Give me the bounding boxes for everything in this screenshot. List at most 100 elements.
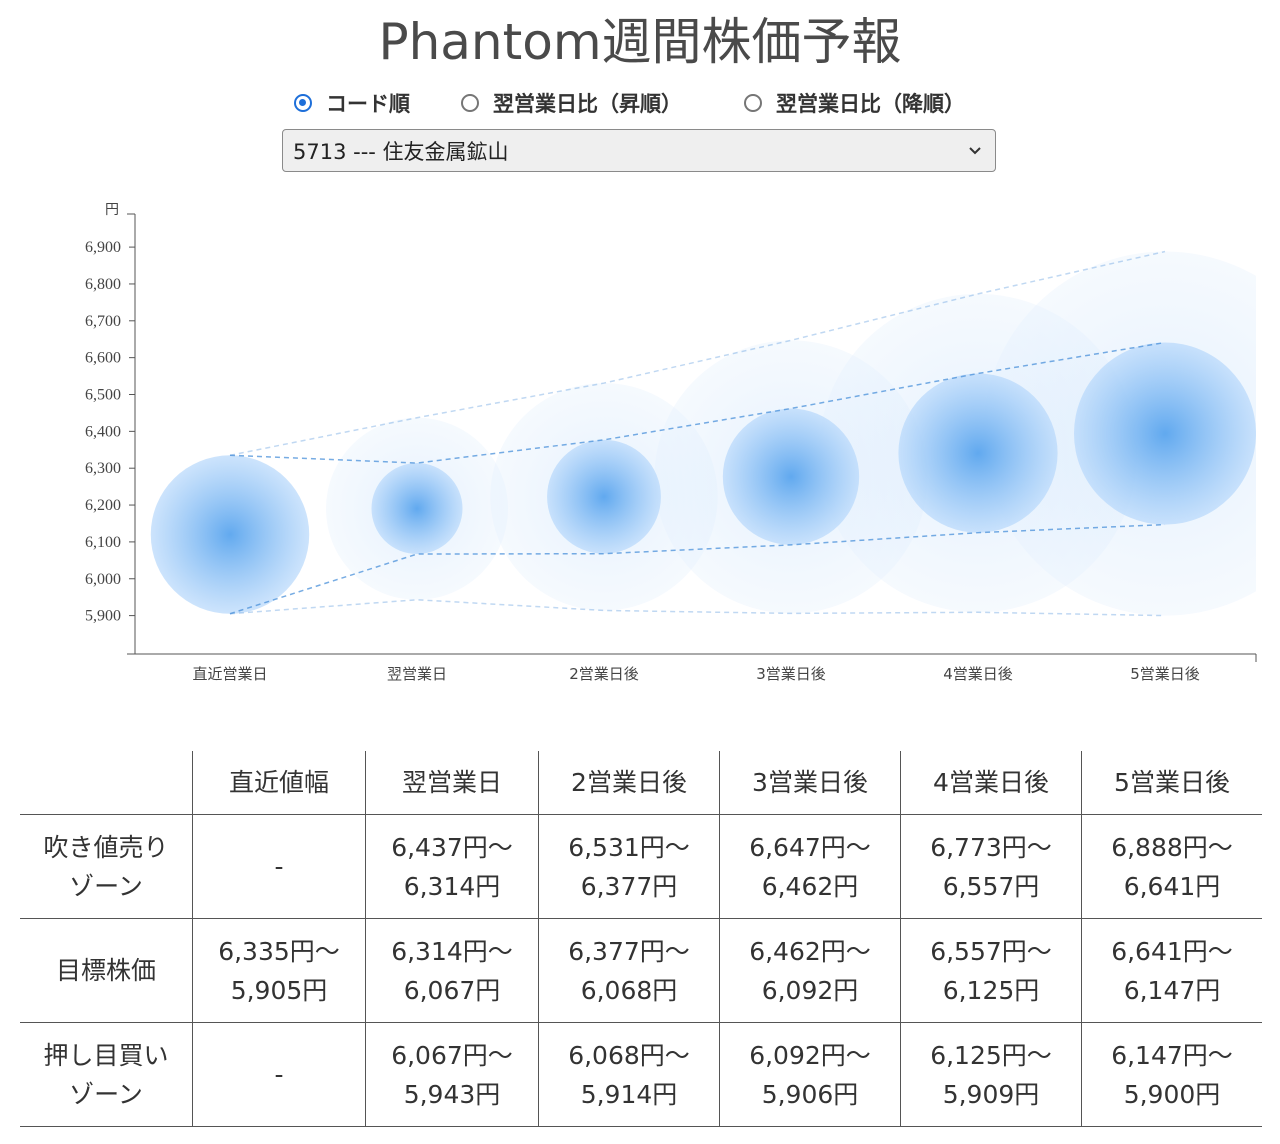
- table-cell: -: [192, 814, 366, 919]
- table-header-cell: 3営業日後: [719, 751, 901, 815]
- cell-value: 5,900円: [1123, 1079, 1221, 1109]
- table-cell: 6,647円～ 6,462円: [719, 814, 901, 919]
- y-tick-label: 6,500: [85, 387, 121, 404]
- cell-value: 5,943円: [403, 1079, 501, 1109]
- cell-value: 6,888円～: [1111, 832, 1233, 862]
- table-cell: 6,125円～ 5,909円: [900, 1022, 1082, 1127]
- table-header-cell: 5営業日後: [1081, 751, 1262, 815]
- table-cell: 6,888円～ 6,641円: [1081, 814, 1262, 919]
- radio-code-order[interactable]: コード順: [294, 88, 410, 118]
- radio-indicator[interactable]: [294, 94, 312, 112]
- table-header-cell: 直近値幅: [192, 751, 366, 815]
- radio-indicator[interactable]: [744, 94, 762, 112]
- radio-label: 翌営業日比（昇順）: [493, 92, 682, 116]
- table-header-corner: [20, 751, 193, 815]
- table-cell: 6,314円～ 6,067円: [365, 918, 539, 1023]
- target-bubble-5: [1074, 342, 1256, 525]
- cell-value: 6,437円～: [391, 832, 513, 862]
- row-label-line: ゾーン: [69, 871, 143, 901]
- radio-next-day-ascending[interactable]: 翌営業日比（昇順）: [461, 88, 682, 118]
- x-tick-label: 5営業日後: [1130, 665, 1200, 683]
- table-header-cell: 翌営業日: [365, 751, 539, 815]
- sort-options: コード順 翌営業日比（昇順） 翌営業日比（降順）: [0, 88, 1280, 120]
- table-row: 吹き値売りゾーン - 6,437円～ 6,314円 6,531円～ 6,377円 6,647…: [20, 814, 1262, 919]
- target-bubble-3: [722, 408, 860, 545]
- y-axis-label: 円: [105, 203, 119, 218]
- table-row: 目標株価 6,335円～ 5,905円 6,314円～ 6,067円 6,377円～ 6,0…: [20, 918, 1262, 1023]
- cell-value: 6,068円: [580, 975, 678, 1005]
- cell-value: -: [274, 1060, 284, 1089]
- cell-value: 6,314円～: [391, 936, 513, 966]
- row-label-line: ゾーン: [69, 1079, 143, 1109]
- cell-value: 6,647円～: [749, 832, 871, 862]
- x-tick-label: 4営業日後: [943, 665, 1013, 683]
- radio-indicator[interactable]: [461, 94, 479, 112]
- chevron-down-icon: [969, 147, 981, 155]
- table-cell: -: [192, 1022, 366, 1127]
- table-header-row: 直近値幅 翌営業日 2営業日後 3営業日後 4営業日後 5営業日後: [20, 751, 1262, 815]
- buy-zone-line: [229, 599, 1166, 617]
- table-cell: 6,557円～ 6,125円: [900, 918, 1082, 1023]
- row-label-line: 吹き値売り: [43, 832, 169, 862]
- table-cell: 6,377円～ 6,068円: [538, 918, 720, 1023]
- table-cell: 6,067円～ 5,943円: [365, 1022, 539, 1127]
- target-low-line: [229, 523, 1166, 615]
- cell-value: 6,125円: [942, 975, 1040, 1005]
- x-tick-label: 直近営業日: [192, 665, 267, 683]
- cell-value: 6,092円: [761, 975, 859, 1005]
- cell-value: 6,531円～: [568, 832, 690, 862]
- y-tick-label: 6,000: [85, 571, 121, 588]
- table-row: 押し目買いゾーン - 6,067円～ 5,943円 6,068円～ 5,914円 6,092…: [20, 1022, 1262, 1127]
- page-title: Phantom週間株価予報: [378, 13, 902, 71]
- cell-value: 6,773円～: [930, 832, 1052, 862]
- y-tick-label: 6,800: [85, 276, 121, 293]
- table-cell: 6,092円～ 5,906円: [719, 1022, 901, 1127]
- cell-value: 6,377円～: [568, 936, 690, 966]
- table-cell: 6,068円～ 5,914円: [538, 1022, 720, 1127]
- forecast-chart: 円 5,900 6,000 6,100 6,200 6,300 6,400 6,500 6,60…: [85, 203, 1257, 683]
- table-header-cell: 2営業日後: [538, 751, 720, 815]
- stock-select[interactable]: 5713 --- 住友金属鉱山: [282, 129, 996, 172]
- x-tick-label: 3営業日後: [756, 665, 826, 683]
- cell-value: 6,067円～: [391, 1040, 513, 1070]
- cell-value: 6,641円: [1123, 871, 1221, 901]
- row-label-line: 押し目買い: [43, 1040, 169, 1070]
- row-label: 押し目買い ゾーン: [20, 1022, 193, 1127]
- cell-value: 5,905円: [230, 975, 328, 1005]
- target-bubble-0: [150, 455, 310, 614]
- table-cell: 6,773円～ 6,557円: [900, 814, 1082, 919]
- cell-value: 6,641円～: [1111, 936, 1233, 966]
- cell-value: 6,377円: [580, 871, 678, 901]
- table-body: 吹き値売りゾーン - 6,437円～ 6,314円 6,531円～ 6,377円 6,647…: [20, 814, 1262, 1127]
- y-tick-label: 6,100: [85, 534, 121, 551]
- y-tick-label: 5,900: [85, 608, 121, 625]
- y-tick-label: 6,600: [85, 350, 121, 367]
- x-tick-label: 翌営業日: [387, 665, 447, 683]
- target-bubble-2: [547, 439, 661, 554]
- cell-value: 6,314円: [403, 871, 501, 901]
- cell-value: 6,147円～: [1111, 1040, 1233, 1070]
- y-tick-label: 6,200: [85, 497, 121, 514]
- table-cell: 6,641円～ 6,147円: [1081, 918, 1262, 1023]
- target-bubble-1: [371, 463, 463, 555]
- cell-value: 6,068円～: [568, 1040, 690, 1070]
- cell-value: 6,335円～: [218, 936, 340, 966]
- radio-next-day-descending[interactable]: 翌営業日比（降順）: [744, 88, 965, 118]
- row-label-line: 目標株価: [55, 956, 156, 985]
- y-tick-label: 6,700: [85, 313, 121, 330]
- target-bubble-4: [898, 373, 1058, 533]
- cell-value: 6,557円～: [930, 936, 1052, 966]
- cell-value: 6,147円: [1123, 975, 1221, 1005]
- cell-value: 6,125円～: [930, 1040, 1052, 1070]
- stock-select-value: 5713 --- 住友金属鉱山: [293, 139, 509, 164]
- target-high-line: [229, 341, 1166, 464]
- row-label: 吹き値売り ゾーン: [20, 814, 193, 919]
- row-label: 目標株価: [20, 918, 193, 1023]
- y-tick-label: 6,400: [85, 423, 121, 440]
- cell-value: 6,462円: [761, 871, 859, 901]
- cell-value: 5,914円: [580, 1079, 678, 1109]
- table-header-cell: 4営業日後: [900, 751, 1082, 815]
- radio-label: コード順: [326, 92, 410, 116]
- cell-value: -: [274, 852, 284, 881]
- y-tick-label: 6,900: [85, 239, 121, 256]
